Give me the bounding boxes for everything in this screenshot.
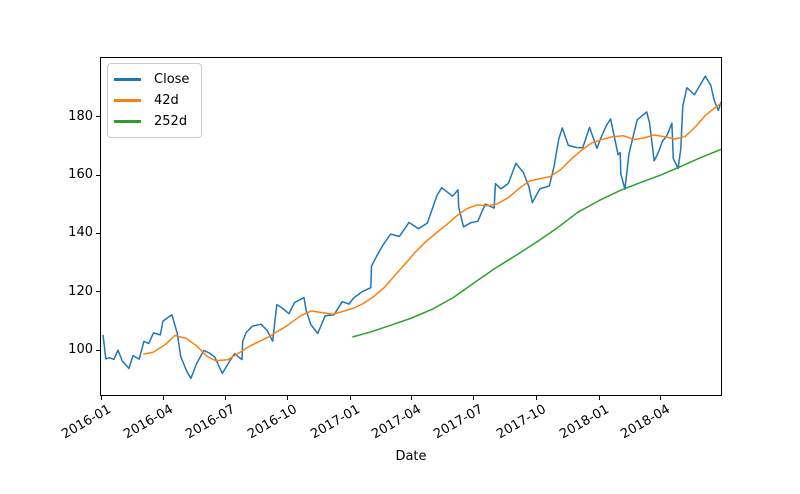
legend: Close 42d 252d [107, 63, 203, 138]
x-tick-mark [598, 396, 600, 400]
x-tick-mark [224, 396, 226, 400]
x-tick-mark [535, 396, 537, 400]
legend-label-close: Close [154, 72, 190, 87]
close-line [102, 75, 721, 380]
y-tick-label: 100 [68, 342, 93, 358]
ma252-line-swatch [114, 120, 141, 123]
x-tick-label: 2017-10 [494, 402, 549, 443]
legend-item-42d: 42d [114, 93, 189, 108]
ma42-line [143, 102, 721, 362]
x-tick-mark [287, 396, 289, 400]
x-tick-label: 2016-01 [58, 402, 114, 443]
x-tick-mark [473, 396, 475, 400]
x-tick-label: 2017-04 [369, 402, 425, 443]
x-tick-label: 2018-01 [556, 402, 612, 443]
ma252-line [352, 148, 721, 338]
legend-item-252d: 252d [114, 114, 189, 129]
y-tick-label: 180 [68, 108, 93, 124]
x-tick-mark [411, 396, 413, 400]
x-axis-label: Date [395, 449, 427, 464]
y-tick-label: 160 [68, 167, 93, 183]
y-tick-mark [96, 291, 100, 293]
plot-area [100, 57, 722, 396]
close-line-swatch [114, 78, 141, 81]
legend-label-42d: 42d [154, 93, 179, 108]
ma42-line-swatch [114, 99, 141, 102]
legend-label-252d: 252d [154, 114, 188, 129]
x-tick-mark [349, 396, 351, 400]
x-tick-label: 2016-07 [182, 402, 238, 443]
chart-canvas [102, 75, 721, 380]
y-tick-mark [96, 349, 100, 351]
x-tick-mark [659, 396, 661, 400]
legend-item-close: Close [114, 72, 189, 87]
y-tick-label: 120 [68, 283, 93, 299]
x-tick-mark [162, 396, 164, 400]
y-tick-mark [96, 116, 100, 118]
x-tick-label: 2017-07 [431, 402, 487, 443]
x-tick-label: 2017-01 [308, 402, 363, 443]
y-tick-mark [96, 174, 100, 176]
x-tick-label: 2018-04 [618, 402, 673, 443]
x-tick-label: 2016-04 [120, 402, 176, 443]
y-tick-mark [96, 232, 100, 234]
x-tick-label: 2016-10 [245, 402, 301, 443]
y-tick-label: 140 [68, 225, 93, 241]
x-tick-mark [100, 396, 102, 400]
